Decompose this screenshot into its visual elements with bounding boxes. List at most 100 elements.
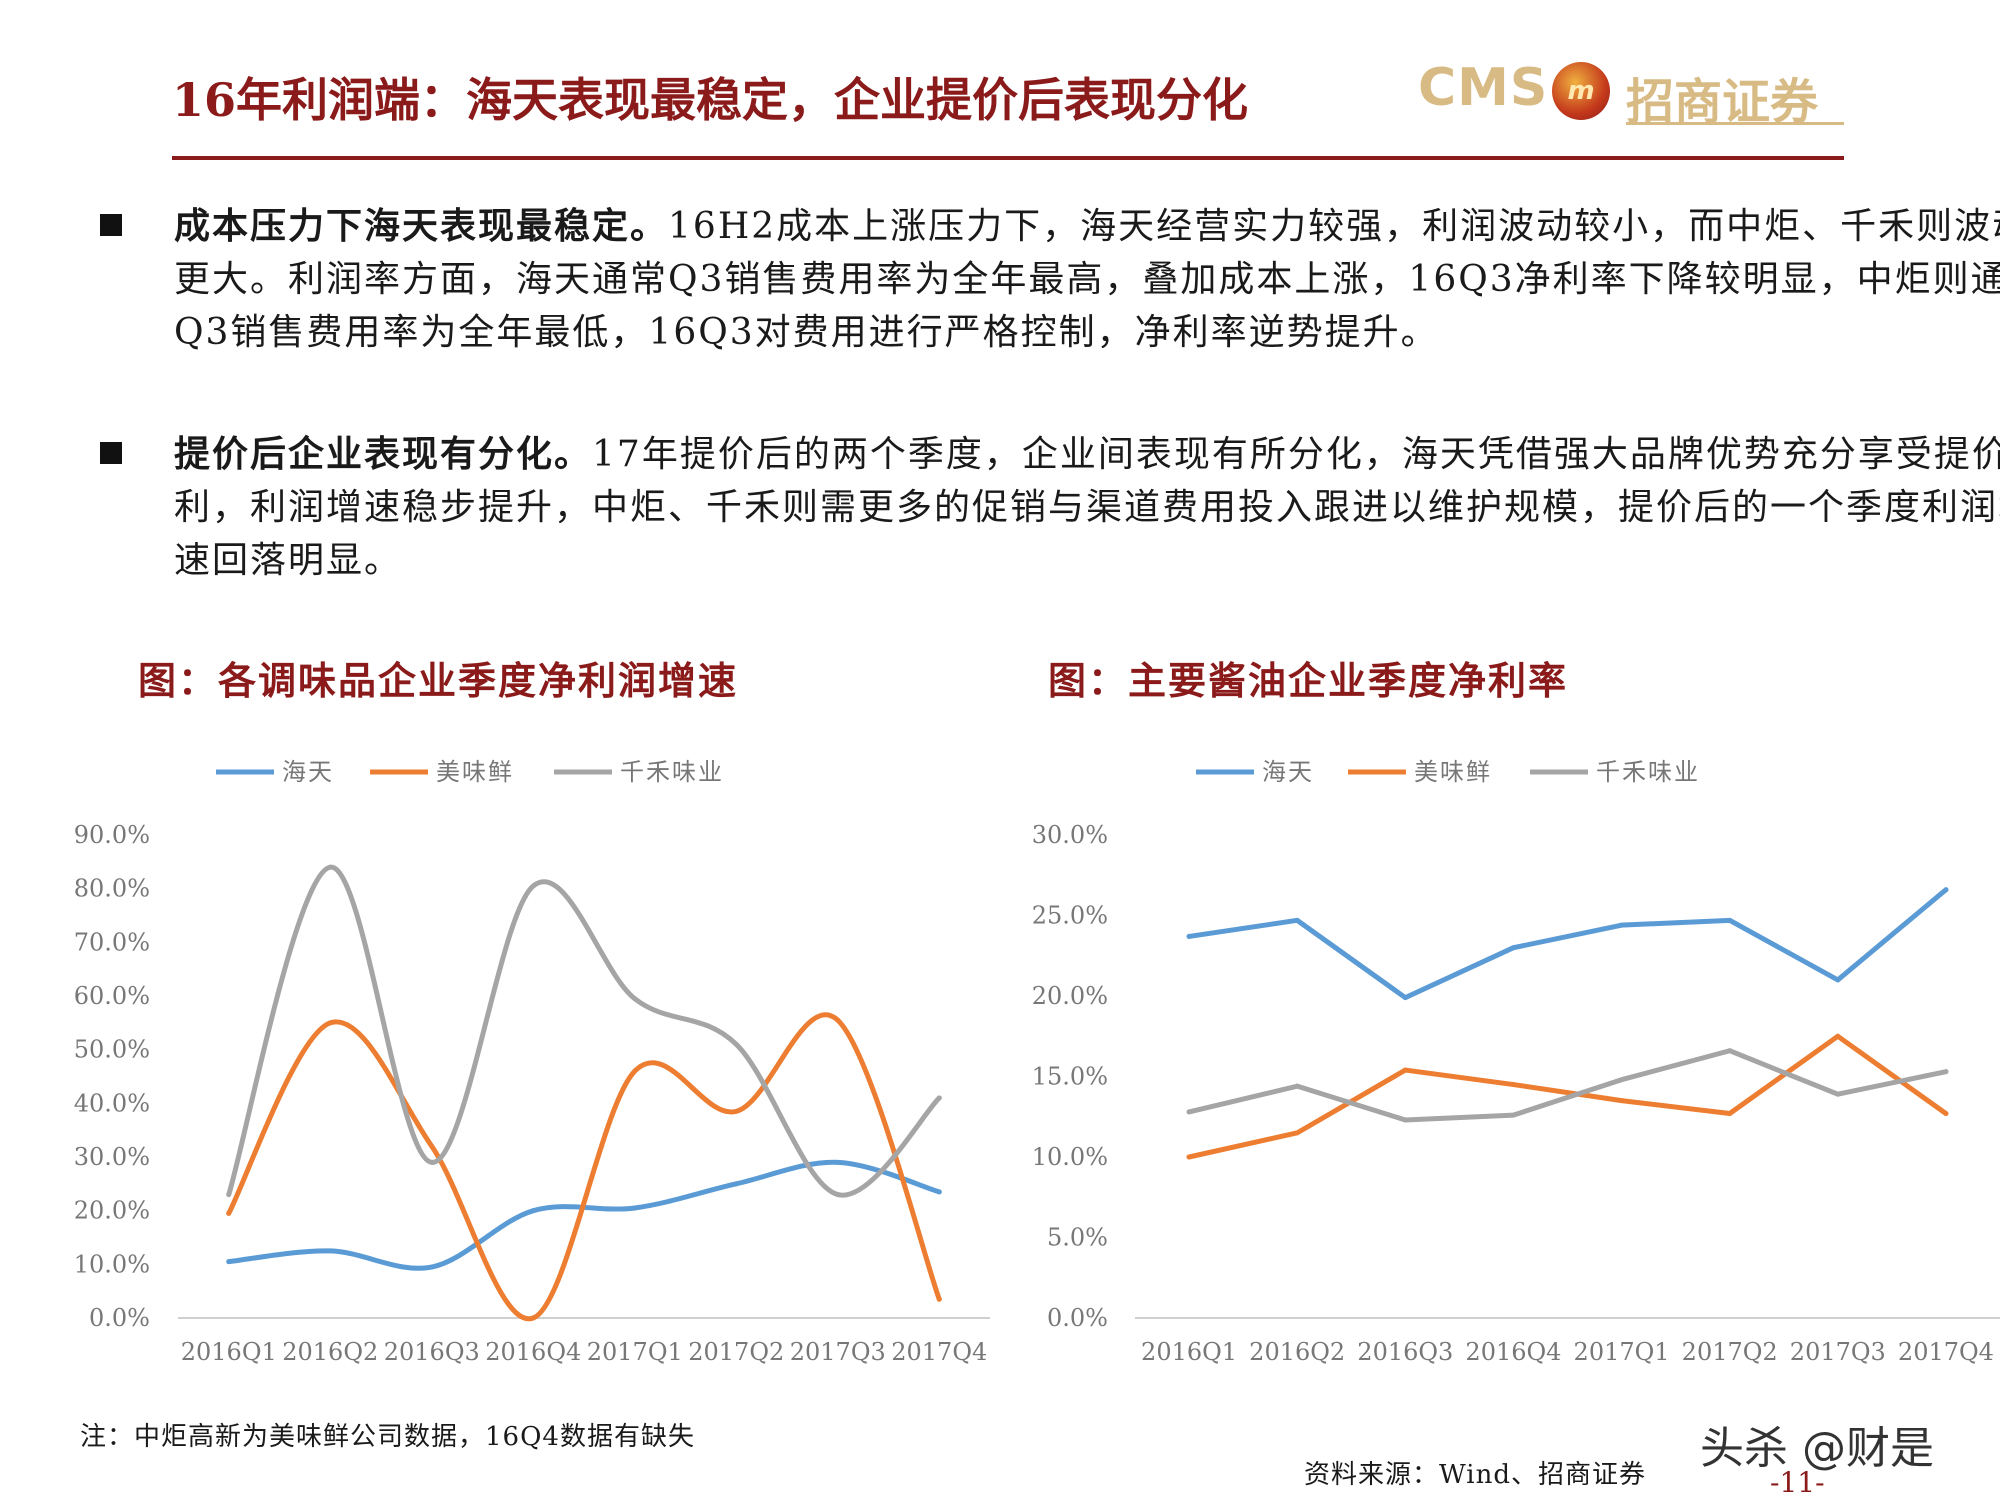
logo-underline (1626, 122, 1844, 125)
data-point (1943, 1111, 1949, 1117)
y-tick-label: 10.0% (74, 1250, 150, 1278)
bullet-lead-2: 提价后企业表现有分化。 (174, 433, 593, 475)
data-point (1727, 1111, 1733, 1117)
data-point (733, 1041, 739, 1047)
page-title: 16年利润端：海天表现最稳定，企业提价后表现分化 (172, 73, 1249, 127)
title-divider (172, 156, 1844, 160)
data-point (632, 996, 638, 1002)
x-tick-label: 2016Q2 (282, 1338, 378, 1366)
y-tick-label: 0.0% (1047, 1304, 1108, 1332)
legend-label: 美味鲜 (436, 758, 514, 786)
y-tick-label: 30.0% (1032, 821, 1108, 849)
legend-label: 美味鲜 (1414, 758, 1492, 786)
logo-emblem-icon: m (1552, 62, 1610, 120)
data-point (936, 1296, 942, 1302)
data-point (226, 1210, 232, 1216)
data-point (1727, 1048, 1733, 1054)
y-tick-label: 5.0% (1047, 1224, 1108, 1252)
bullet-text-2: 提价后企业表现有分化。17年提价后的两个季度，企业间表现有所分化，海天凭借强大品… (174, 428, 2000, 587)
logo-company-name: 招商证券 (1626, 74, 1819, 130)
data-point (733, 1108, 739, 1114)
data-point (1294, 917, 1300, 923)
x-tick-label: 2017Q3 (790, 1338, 886, 1366)
data-point (1186, 1109, 1192, 1115)
logo-cms-text: CMS (1418, 58, 1549, 118)
x-tick-label: 2017Q2 (1682, 1338, 1778, 1366)
x-tick-label: 2017Q1 (587, 1338, 683, 1366)
bullet-lead-1: 成本压力下海天表现最稳定。 (174, 205, 669, 247)
data-point (1619, 922, 1625, 928)
data-point (1510, 945, 1516, 951)
data-point (1835, 1091, 1841, 1097)
data-point (632, 1205, 638, 1211)
data-point (327, 1248, 333, 1254)
data-point (530, 1208, 536, 1214)
data-point (226, 1259, 232, 1265)
data-point (530, 883, 536, 889)
data-point (429, 1264, 435, 1270)
x-tick-label: 2016Q4 (1465, 1338, 1561, 1366)
y-tick-label: 60.0% (74, 982, 150, 1010)
data-point (530, 1315, 536, 1321)
x-tick-label: 2016Q3 (1357, 1338, 1453, 1366)
y-tick-label: 15.0% (1032, 1063, 1108, 1091)
profit-growth-chart: 0.0% 10.0% 20.0% 30.0% 40.0% 50.0% 60.0% 70.0% 8… (74, 758, 990, 1366)
bullet-text-1: 成本压力下海天表现最稳定。16H2成本上涨压力下，海天经营实力较强，利润波动较小… (174, 200, 2000, 359)
source-note: 资料来源：Wind、招商证券 (1304, 1460, 1646, 1490)
x-tick-label: 2016Q4 (485, 1338, 581, 1366)
data-point (327, 1020, 333, 1026)
data-point (936, 1189, 942, 1195)
series-line-2 (1186, 1048, 1949, 1123)
data-point (835, 1017, 841, 1023)
watermark: 头杀 @财是 (1700, 1423, 1934, 1474)
y-tick-label: 10.0% (1032, 1143, 1108, 1171)
series-line-0 (1186, 887, 1949, 1001)
data-point (429, 1159, 435, 1165)
data-point (429, 1143, 435, 1149)
data-point (1943, 887, 1949, 893)
square-bullet-icon (100, 442, 122, 464)
data-point (327, 864, 333, 870)
data-point (1510, 1112, 1516, 1118)
data-point (1402, 1067, 1408, 1073)
data-point (733, 1181, 739, 1187)
data-point (226, 1192, 232, 1198)
series-line-0 (226, 1159, 942, 1271)
x-tick-label: 2016Q2 (1249, 1338, 1345, 1366)
data-point (1619, 1098, 1625, 1104)
data-point (1835, 1033, 1841, 1039)
y-tick-label: 70.0% (74, 928, 150, 956)
legend-label: 千禾味业 (620, 758, 724, 786)
legend-label: 海天 (1262, 758, 1314, 786)
data-point (1619, 1077, 1625, 1083)
data-point (1186, 1154, 1192, 1160)
x-tick-label: 2017Q4 (891, 1338, 987, 1366)
bullet-body-2: 17年提价后的两个季度，企业间表现有所分化，海天凭借强大品牌优势充分享受提价红利… (174, 434, 2000, 581)
series-line-1 (1186, 1033, 1949, 1160)
y-tick-label: 20.0% (1032, 982, 1108, 1010)
data-point (1510, 1082, 1516, 1088)
x-tick-label: 2016Q1 (181, 1338, 277, 1366)
data-point (632, 1068, 638, 1074)
y-tick-label: 40.0% (74, 1089, 150, 1117)
y-tick-label: 50.0% (74, 1036, 150, 1064)
y-tick-label: 0.0% (89, 1304, 150, 1332)
x-tick-label: 2017Q1 (1574, 1338, 1670, 1366)
data-point (936, 1095, 942, 1101)
data-point (1402, 995, 1408, 1001)
square-bullet-icon (100, 214, 122, 236)
series-line-2 (226, 864, 942, 1198)
data-point (1943, 1069, 1949, 1075)
y-tick-label: 90.0% (74, 821, 150, 849)
page-number: -11- (1770, 1466, 1825, 1499)
data-point (1294, 1130, 1300, 1136)
x-tick-label: 2017Q4 (1898, 1338, 1994, 1366)
data-point (1294, 1083, 1300, 1089)
y-tick-label: 20.0% (74, 1197, 150, 1225)
y-tick-label: 80.0% (74, 875, 150, 903)
data-point (1402, 1117, 1408, 1123)
data-point (1186, 933, 1192, 939)
footnote: 注：中炬高新为美味鲜公司数据，16Q4数据有缺失 (80, 1422, 695, 1452)
bullet-body-1: 16H2成本上涨压力下，海天经营实力较强，利润波动较小，而中炬、千禾则波动更大。… (174, 206, 2000, 353)
data-point (835, 1159, 841, 1165)
